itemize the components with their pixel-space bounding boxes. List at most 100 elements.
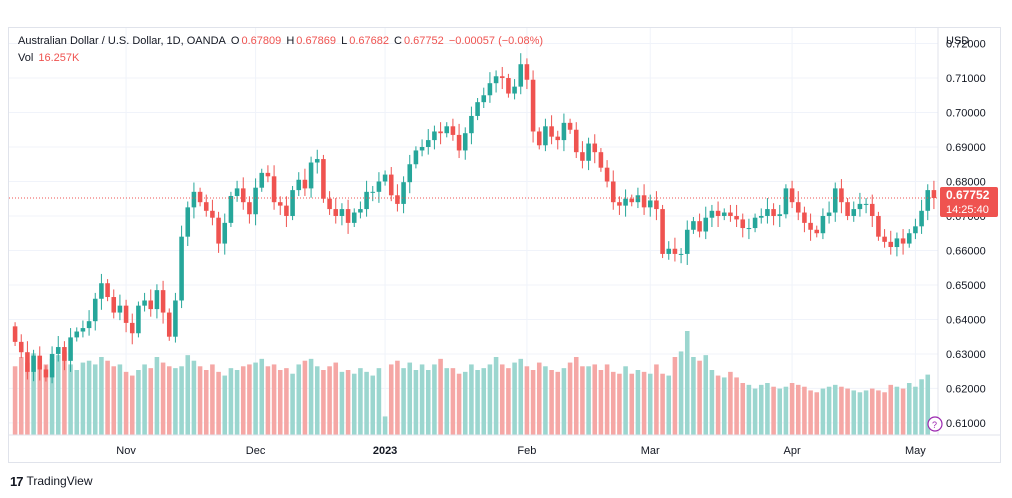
volume-bar xyxy=(857,392,863,435)
low-label: L xyxy=(341,35,348,47)
volume-bar xyxy=(610,371,616,435)
footer-brand[interactable]: 17 TradingView xyxy=(10,472,93,490)
candle-body xyxy=(635,195,641,203)
volume-bar xyxy=(654,364,659,435)
candle-body xyxy=(617,202,622,206)
candle-body xyxy=(789,188,795,203)
candle-body xyxy=(154,290,160,310)
volume-bar xyxy=(647,373,653,435)
candle-body xyxy=(469,115,474,134)
volume-bar xyxy=(691,357,696,435)
volume-bar xyxy=(678,351,684,435)
candle-body xyxy=(740,219,746,229)
candle-body xyxy=(715,210,721,216)
volume-bar xyxy=(117,364,123,435)
candle-body xyxy=(185,207,191,237)
price-tick-label: 0.71000 xyxy=(946,73,986,85)
volume-bars xyxy=(12,331,931,435)
candle-body xyxy=(795,202,801,213)
volume-bar xyxy=(592,364,598,435)
candle-body xyxy=(333,209,339,216)
volume-bar xyxy=(623,366,628,435)
volume-bar xyxy=(641,371,647,435)
volume-bar xyxy=(740,383,746,435)
candle-body xyxy=(925,190,931,211)
volume-bar xyxy=(364,371,369,435)
candle-body xyxy=(123,305,129,323)
candle-body xyxy=(117,305,123,313)
symbol-title: Australian Dollar / U.S. Dollar, 1D, OAN… xyxy=(18,35,226,47)
candle-body xyxy=(851,209,857,216)
time-tick-label: May xyxy=(905,445,926,457)
candle-body xyxy=(863,203,869,205)
volume-bar xyxy=(660,373,665,435)
volume-bar xyxy=(672,357,678,435)
volume-bar xyxy=(25,362,30,435)
volume-bar xyxy=(524,366,530,435)
candle-body xyxy=(765,209,770,216)
candle-body xyxy=(919,210,924,227)
volume-bar xyxy=(869,388,875,435)
volume-bar xyxy=(18,357,24,435)
volume-bar xyxy=(802,386,807,435)
candle-body xyxy=(820,215,826,234)
candle-body xyxy=(444,126,450,134)
volume-bar xyxy=(845,388,850,435)
volume-bar xyxy=(74,370,80,435)
volume-bar xyxy=(863,390,869,435)
price-axis[interactable]: 0.61000 0.62000 0.63000 0.64000 0.65000 0.660… xyxy=(946,39,986,430)
volume-bar xyxy=(12,366,18,435)
volume-bar xyxy=(475,370,480,435)
settings-circle-icon[interactable]: ? xyxy=(927,416,943,432)
volume-bar xyxy=(487,364,493,435)
candle-body xyxy=(734,215,739,220)
volume-bar xyxy=(265,366,271,435)
volume-bar xyxy=(351,373,357,435)
candle-body xyxy=(364,191,369,210)
tradingview-logo-icon: 17 xyxy=(10,473,24,489)
volume-bar xyxy=(80,362,86,435)
candle-body xyxy=(882,236,887,242)
volume-bar xyxy=(321,370,326,435)
candle-body xyxy=(832,188,838,213)
candle-body xyxy=(314,159,320,163)
candle-body xyxy=(203,202,209,211)
candle-body xyxy=(530,79,536,132)
volume-bar xyxy=(203,370,209,435)
volume-bar xyxy=(462,371,468,435)
candle-body xyxy=(654,200,659,210)
volume-bar xyxy=(906,383,912,435)
candle-body xyxy=(228,195,234,223)
volume-bar xyxy=(894,386,900,435)
candle-body xyxy=(777,214,783,216)
symbol-legend[interactable]: Australian Dollar / U.S. Dollar, 1D, OAN… xyxy=(18,35,545,47)
time-axis[interactable]: Nov Dec 2023 Feb Mar Apr May xyxy=(116,445,926,457)
volume-legend[interactable]: Vol 16.257K xyxy=(18,52,81,64)
candle-body xyxy=(857,203,863,210)
volume-bar xyxy=(715,375,721,435)
volume-bar xyxy=(728,371,733,435)
candle-body xyxy=(370,191,376,193)
volume-bar xyxy=(86,360,92,435)
last-price-value: 0.67752 xyxy=(946,188,990,202)
candle-body xyxy=(598,152,604,168)
volume-bar xyxy=(37,360,43,435)
volume-bar xyxy=(586,366,591,435)
volume-bar xyxy=(617,373,622,435)
candle-body xyxy=(253,187,258,215)
volume-bar xyxy=(92,364,98,435)
candle-body xyxy=(160,290,166,313)
candle-body xyxy=(247,202,252,215)
candle-body xyxy=(678,253,684,255)
volume-bar xyxy=(419,364,425,435)
volume-bar xyxy=(173,368,178,435)
volume-bar xyxy=(222,375,228,435)
volume-bar xyxy=(129,375,135,435)
time-tick-label: Dec xyxy=(246,445,266,457)
candle-body xyxy=(647,200,653,208)
volume-bar xyxy=(333,362,339,435)
volume-bar xyxy=(296,364,302,435)
volume-bar xyxy=(469,364,474,435)
volume-bar xyxy=(382,416,388,435)
